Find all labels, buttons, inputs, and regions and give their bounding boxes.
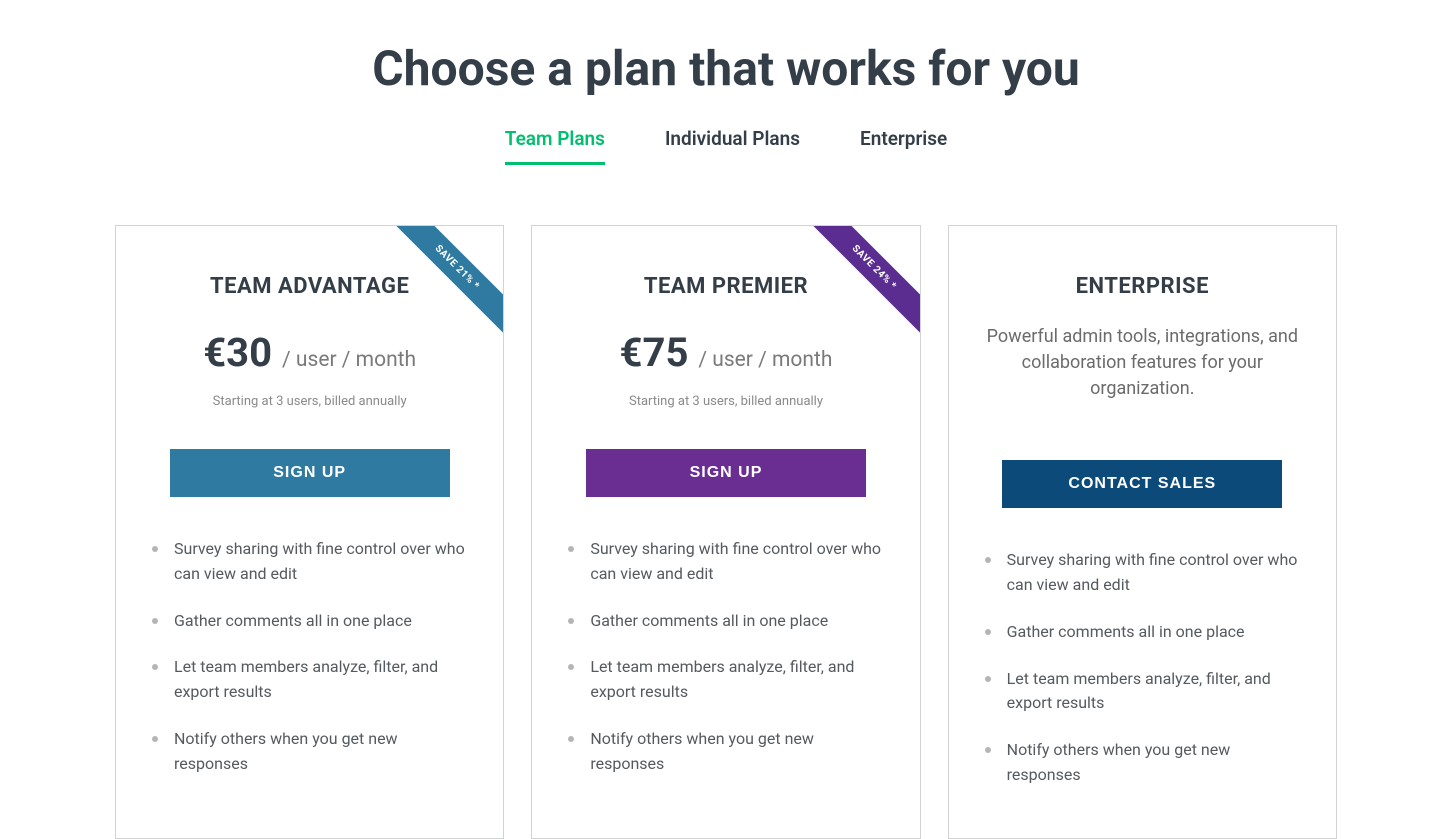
plan-title: TEAM ADVANTAGE xyxy=(144,274,475,299)
price-amount: €75 xyxy=(620,329,689,376)
feature-list: Survey sharing with fine control over wh… xyxy=(977,548,1308,788)
price-amount: €30 xyxy=(203,329,272,376)
signup-button[interactable]: SIGN UP xyxy=(170,449,450,497)
price-unit: / user / month xyxy=(698,348,832,372)
plan-card-team-advantage: SAVE 21% * TEAM ADVANTAGE €30 / user / m… xyxy=(115,225,504,839)
tab-individual-plans[interactable]: Individual Plans xyxy=(665,127,800,165)
feature-item: Gather comments all in one place xyxy=(985,620,1300,645)
page-title: Choose a plan that works for you xyxy=(115,40,1337,97)
feature-item: Notify others when you get new responses xyxy=(152,727,467,777)
pricing-container: Choose a plan that works for you Team Pl… xyxy=(0,0,1452,839)
feature-item: Let team members analyze, filter, and ex… xyxy=(985,667,1300,717)
tab-enterprise[interactable]: Enterprise xyxy=(860,127,947,165)
feature-item: Notify others when you get new responses xyxy=(985,738,1300,788)
plan-title: TEAM PREMIER xyxy=(560,274,891,299)
plan-description: Powerful admin tools, integrations, and … xyxy=(977,324,1308,402)
plan-card-team-premier: SAVE 24% * TEAM PREMIER €75 / user / mon… xyxy=(531,225,920,839)
feature-item: Survey sharing with fine control over wh… xyxy=(985,548,1300,598)
feature-item: Let team members analyze, filter, and ex… xyxy=(568,655,883,705)
feature-item: Notify others when you get new responses xyxy=(568,727,883,777)
plan-tabs: Team Plans Individual Plans Enterprise xyxy=(115,127,1337,165)
feature-item: Gather comments all in one place xyxy=(152,609,467,634)
feature-item: Survey sharing with fine control over wh… xyxy=(568,537,883,587)
tab-team-plans[interactable]: Team Plans xyxy=(505,127,605,165)
price-line: €75 / user / month xyxy=(560,329,891,376)
feature-item: Gather comments all in one place xyxy=(568,609,883,634)
signup-button[interactable]: SIGN UP xyxy=(586,449,866,497)
feature-item: Let team members analyze, filter, and ex… xyxy=(152,655,467,705)
price-line: €30 / user / month xyxy=(144,329,475,376)
price-unit: / user / month xyxy=(282,348,416,372)
feature-list: Survey sharing with fine control over wh… xyxy=(144,537,475,777)
plan-title: ENTERPRISE xyxy=(977,274,1308,299)
plan-card-enterprise: ENTERPRISE Powerful admin tools, integra… xyxy=(948,225,1337,839)
contact-sales-button[interactable]: CONTACT SALES xyxy=(1002,460,1282,508)
billing-note: Starting at 3 users, billed annually xyxy=(560,394,891,409)
plans-row: SAVE 21% * TEAM ADVANTAGE €30 / user / m… xyxy=(115,225,1337,839)
billing-note: Starting at 3 users, billed annually xyxy=(144,394,475,409)
feature-list: Survey sharing with fine control over wh… xyxy=(560,537,891,777)
feature-item: Survey sharing with fine control over wh… xyxy=(152,537,467,587)
